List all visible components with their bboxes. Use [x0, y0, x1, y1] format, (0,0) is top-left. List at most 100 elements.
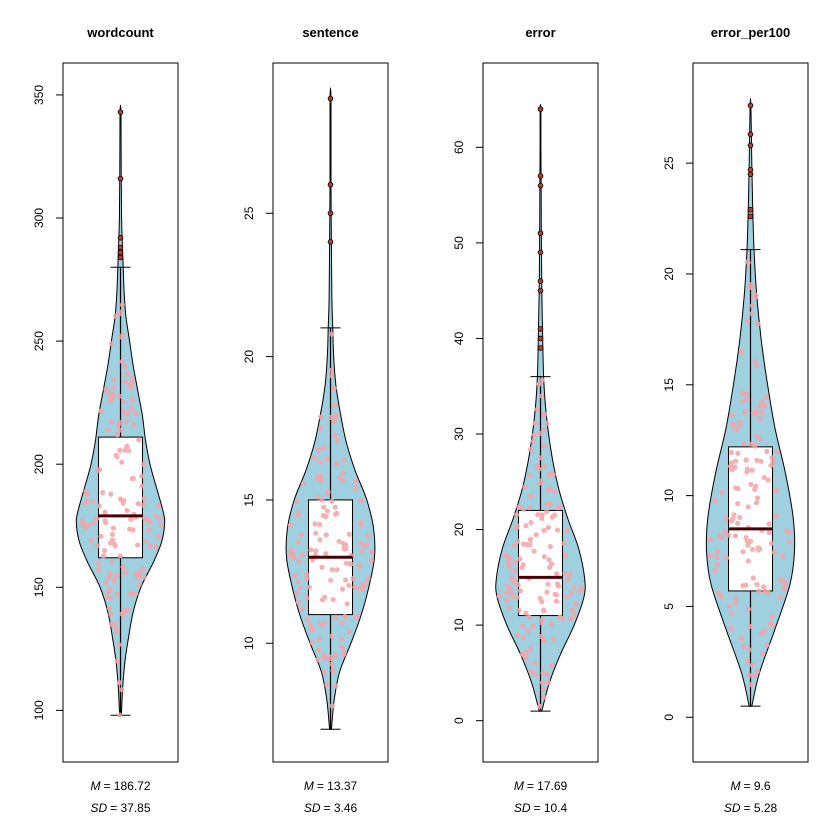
outlier-point — [537, 173, 544, 179]
mean-value: = 9.6 — [743, 779, 770, 793]
mean-value: = 17.69 — [527, 779, 568, 793]
data-point — [522, 484, 528, 490]
data-point — [361, 542, 367, 548]
data-point — [748, 682, 754, 688]
data-point — [110, 385, 117, 391]
data-point — [110, 525, 116, 531]
data-point — [329, 703, 335, 709]
data-point — [340, 540, 346, 547]
data-point — [308, 622, 314, 629]
data-point — [294, 590, 300, 596]
data-point — [113, 452, 119, 458]
data-point — [729, 412, 735, 418]
data-point — [527, 472, 533, 478]
data-point — [779, 553, 786, 559]
y-tick-label: 350 — [32, 85, 46, 105]
data-point — [735, 501, 741, 507]
data-point — [759, 409, 765, 416]
outlier-point — [537, 335, 544, 342]
outlier-point — [747, 166, 754, 173]
data-point — [757, 436, 763, 442]
mean-symbol: M — [730, 779, 740, 793]
data-point — [749, 467, 755, 473]
data-point — [334, 461, 340, 467]
data-point — [334, 437, 340, 443]
data-point — [297, 585, 303, 591]
data-point — [157, 516, 163, 522]
data-point — [546, 501, 552, 507]
data-point — [752, 443, 758, 449]
data-point — [122, 363, 128, 370]
data-point — [555, 527, 561, 533]
data-point — [544, 420, 550, 427]
data-point — [108, 621, 115, 628]
data-point — [766, 530, 772, 536]
data-point — [538, 455, 544, 461]
data-point — [521, 635, 527, 641]
data-point — [754, 363, 760, 369]
outlier-point — [117, 244, 124, 251]
data-point — [538, 633, 544, 640]
data-point — [540, 670, 546, 676]
data-point — [773, 487, 779, 494]
data-point — [741, 441, 747, 447]
data-point — [532, 420, 538, 426]
data-point — [567, 572, 573, 578]
data-point — [735, 450, 741, 456]
data-point — [122, 447, 128, 453]
data-point — [572, 612, 578, 618]
outlier-point — [327, 181, 334, 188]
data-point — [544, 672, 550, 678]
y-tick-label: 25 — [242, 206, 256, 220]
outlier-point — [327, 95, 334, 102]
mean-symbol: M — [304, 779, 314, 793]
data-point — [323, 514, 329, 520]
mean-text: M = 9.6 — [730, 779, 770, 793]
data-point — [514, 523, 520, 529]
data-point — [319, 564, 325, 570]
outlier-point — [537, 106, 544, 112]
mean-text: M = 17.69 — [514, 779, 568, 793]
data-point — [744, 469, 750, 475]
panel-title: error_per100 — [711, 25, 791, 40]
data-point — [549, 561, 555, 567]
data-point — [762, 403, 768, 409]
data-point — [573, 601, 579, 607]
data-point — [107, 571, 113, 577]
data-point — [95, 561, 101, 567]
data-point — [353, 486, 359, 492]
data-point — [769, 623, 776, 629]
data-point — [108, 393, 114, 399]
data-point — [327, 654, 334, 660]
data-point — [324, 456, 330, 462]
data-point — [353, 614, 359, 620]
data-point — [506, 564, 512, 570]
data-point — [536, 381, 542, 387]
outlier-point — [537, 182, 544, 189]
data-point — [332, 504, 338, 510]
data-point — [751, 673, 757, 679]
data-point — [357, 585, 363, 592]
data-point — [763, 394, 769, 400]
data-point — [124, 371, 130, 377]
data-point — [519, 564, 525, 571]
data-point — [756, 588, 762, 594]
data-point — [295, 512, 301, 518]
data-point — [318, 414, 324, 420]
data-point — [517, 588, 523, 594]
mean-text: M = 186.72 — [90, 779, 150, 793]
data-point — [331, 385, 337, 391]
data-point — [555, 505, 561, 511]
outlier-point — [117, 109, 124, 115]
data-point — [542, 443, 548, 449]
data-point — [342, 546, 348, 552]
sd-symbol: SD — [724, 801, 741, 815]
data-point — [332, 432, 338, 438]
data-point — [114, 432, 120, 438]
data-point — [136, 437, 142, 443]
data-point — [744, 391, 750, 397]
y-tick-label: 25 — [662, 156, 676, 170]
data-point — [300, 480, 306, 487]
